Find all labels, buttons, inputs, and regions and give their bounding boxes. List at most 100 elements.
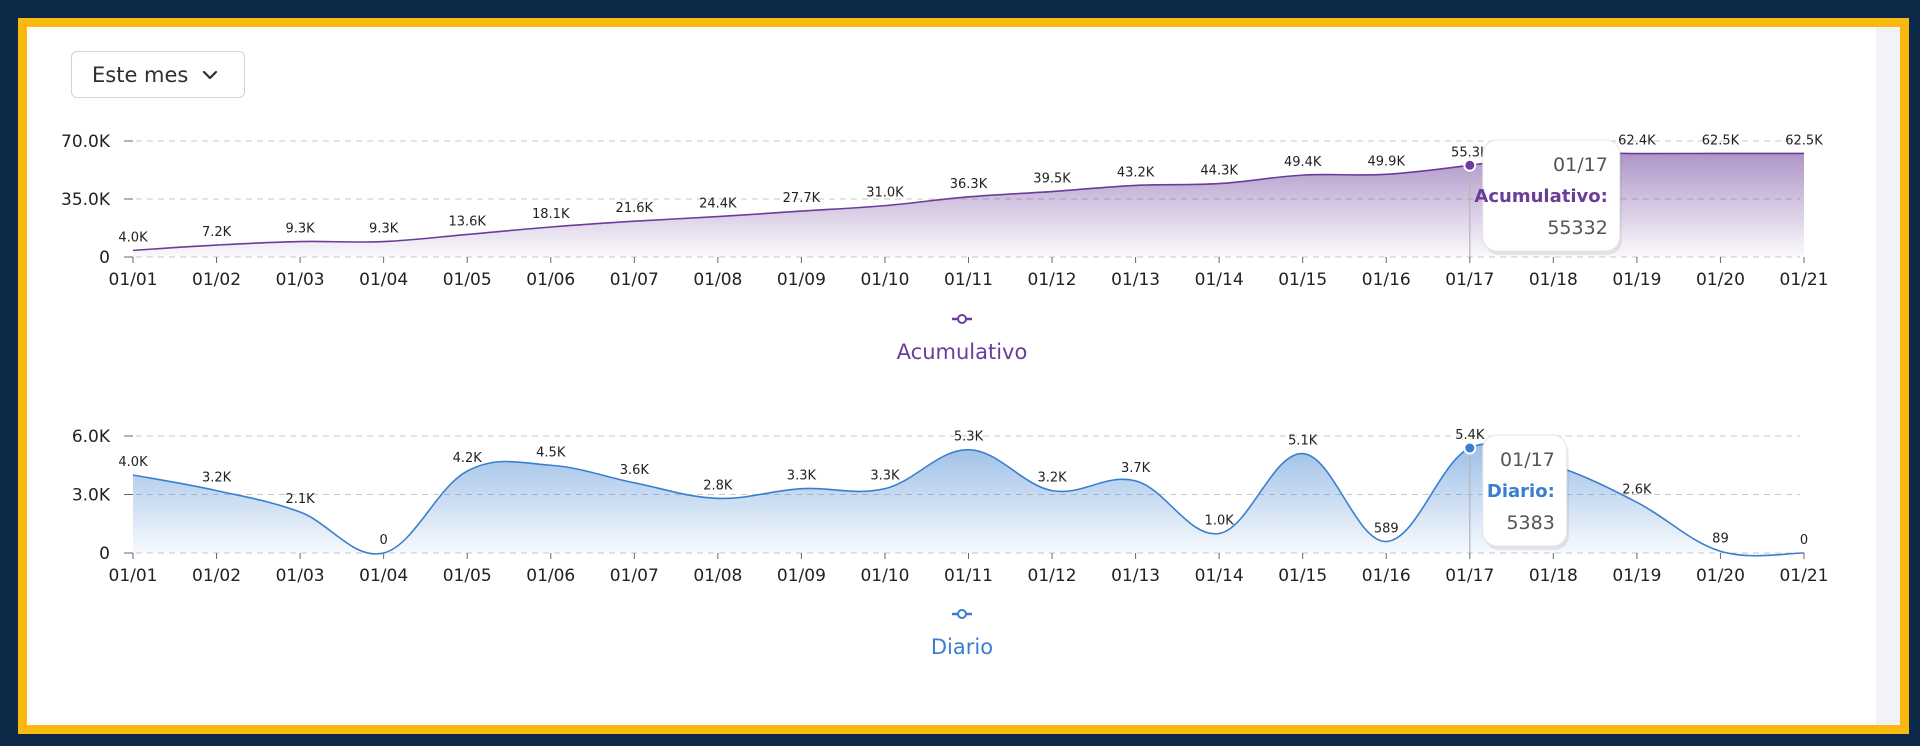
hover-marker	[1463, 158, 1477, 172]
tooltip-value: 5383	[1506, 512, 1554, 534]
period-dropdown[interactable]: Este mes	[71, 51, 245, 98]
x-tick-label: 01/04	[359, 270, 408, 290]
data-label: 39.5K	[1033, 172, 1071, 187]
series-area-diario	[133, 443, 1804, 556]
x-tick-label: 01/21	[1780, 270, 1829, 290]
x-tick-label: 01/10	[860, 566, 909, 586]
data-label: 27.7K	[783, 191, 821, 206]
data-label: 5.1K	[1288, 434, 1318, 449]
x-tick-label: 01/18	[1529, 270, 1578, 290]
data-label: 62.4K	[1618, 134, 1656, 149]
x-tick-label: 01/19	[1612, 566, 1661, 586]
data-label: 36.3K	[950, 177, 988, 192]
x-tick-label: 01/14	[1195, 270, 1244, 290]
data-label: 49.9K	[1368, 154, 1406, 169]
data-label: 13.6K	[448, 214, 486, 229]
legend-marker-dot	[957, 609, 967, 619]
y-tick-label: 0	[99, 248, 110, 268]
x-tick-label: 01/11	[944, 566, 993, 586]
data-label: 3.3K	[870, 469, 900, 484]
x-tick-label: 01/09	[777, 270, 826, 290]
y-tick-label: 0	[99, 544, 110, 564]
data-label: 4.0K	[118, 455, 148, 470]
data-label: 0	[1800, 533, 1808, 548]
x-tick-label: 01/02	[192, 566, 241, 586]
x-tick-label: 01/11	[944, 270, 993, 290]
y-tick-label: 35.0K	[61, 190, 111, 210]
x-tick-label: 01/05	[443, 270, 492, 290]
x-tick-label: 01/13	[1111, 270, 1160, 290]
tooltip-series-name: Diario:	[1487, 481, 1555, 502]
data-label: 2.6K	[1622, 482, 1652, 497]
data-label: 4.5K	[536, 445, 566, 460]
tooltip-date: 01/17	[1553, 154, 1608, 176]
series-area-acumulativo	[133, 152, 1804, 257]
data-label: 44.3K	[1200, 164, 1238, 179]
data-label: 31.0K	[866, 186, 904, 201]
x-tick-label: 01/13	[1111, 566, 1160, 586]
data-label: 4.2K	[453, 451, 483, 466]
x-tick-label: 01/15	[1278, 566, 1327, 586]
hover-marker	[1463, 441, 1477, 455]
x-tick-label: 01/08	[693, 270, 742, 290]
legend-label: Diario	[931, 635, 993, 659]
x-tick-label: 01/16	[1362, 270, 1411, 290]
x-tick-label: 01/07	[610, 566, 659, 586]
data-label: 21.6K	[616, 201, 654, 216]
data-label: 43.2K	[1117, 165, 1155, 180]
x-tick-label: 01/19	[1612, 270, 1661, 290]
x-tick-label: 01/20	[1696, 566, 1745, 586]
data-label: 24.4K	[699, 197, 737, 212]
data-label: 3.3K	[787, 469, 817, 484]
data-label: 2.1K	[285, 492, 315, 507]
x-tick-label: 01/05	[443, 566, 492, 586]
x-tick-label: 01/12	[1028, 566, 1077, 586]
data-label: 4.0K	[118, 230, 148, 245]
data-label: 18.1K	[532, 207, 570, 222]
data-label: 3.2K	[202, 471, 232, 486]
x-tick-label: 01/17	[1445, 270, 1494, 290]
data-label: 589	[1374, 522, 1399, 537]
data-label: 2.8K	[703, 478, 733, 493]
legend-acumulativo: Acumulativo	[897, 314, 1028, 364]
chart-diario: 0 3.0K 6.0K 01/01 01/02 01/03 01/04 01/05 01/06 0…	[72, 427, 1829, 659]
data-label: 9.3K	[285, 222, 315, 237]
chevron-down-icon	[202, 70, 218, 80]
data-label: 1.0K	[1205, 514, 1235, 529]
period-dropdown-label: Este mes	[92, 62, 189, 87]
legend-marker-dot	[957, 314, 967, 324]
tooltip-box	[1482, 434, 1568, 547]
x-tick-label: 01/03	[276, 270, 325, 290]
x-tick-label: 01/12	[1028, 270, 1077, 290]
x-tick-label: 01/21	[1780, 566, 1829, 586]
data-label: 7.2K	[202, 225, 232, 240]
legend-diario: Diario	[931, 609, 993, 659]
x-tick-label: 01/01	[109, 270, 158, 290]
tooltip-date: 01/17	[1500, 449, 1555, 471]
data-label: 3.6K	[620, 463, 650, 478]
data-label: 9.3K	[369, 222, 399, 237]
tooltip-acumulativo: 01/17 Acumulativo: 55332	[1474, 139, 1622, 255]
tooltip-value: 55332	[1547, 217, 1607, 239]
data-label: 3.7K	[1121, 461, 1151, 476]
x-tick-label: 01/03	[276, 566, 325, 586]
data-label: 5.3K	[954, 430, 984, 445]
scrollbar-track[interactable]	[1876, 27, 1900, 725]
x-tick-label: 01/16	[1362, 566, 1411, 586]
x-tick-label: 01/10	[860, 270, 909, 290]
x-tick-label: 01/06	[526, 566, 575, 586]
x-tick-label: 01/06	[526, 270, 575, 290]
legend-label: Acumulativo	[897, 340, 1028, 364]
y-tick-label: 6.0K	[72, 427, 111, 447]
data-label: 0	[380, 533, 388, 548]
data-label: 89	[1712, 531, 1729, 546]
x-tick-label: 01/17	[1445, 566, 1494, 586]
x-tick-label: 01/14	[1195, 566, 1244, 586]
chart-acumulativo: 0 35.0K 70.0K 01/01 01/02 01/03 01/04 01/05 01/0…	[61, 132, 1829, 364]
x-tick-label: 01/01	[109, 566, 158, 586]
x-tick-label: 01/07	[610, 270, 659, 290]
y-tick-label: 70.0K	[61, 132, 111, 152]
tooltip-diario: 01/17 Diario: 5383	[1482, 434, 1569, 550]
tooltip-box	[1482, 139, 1621, 252]
